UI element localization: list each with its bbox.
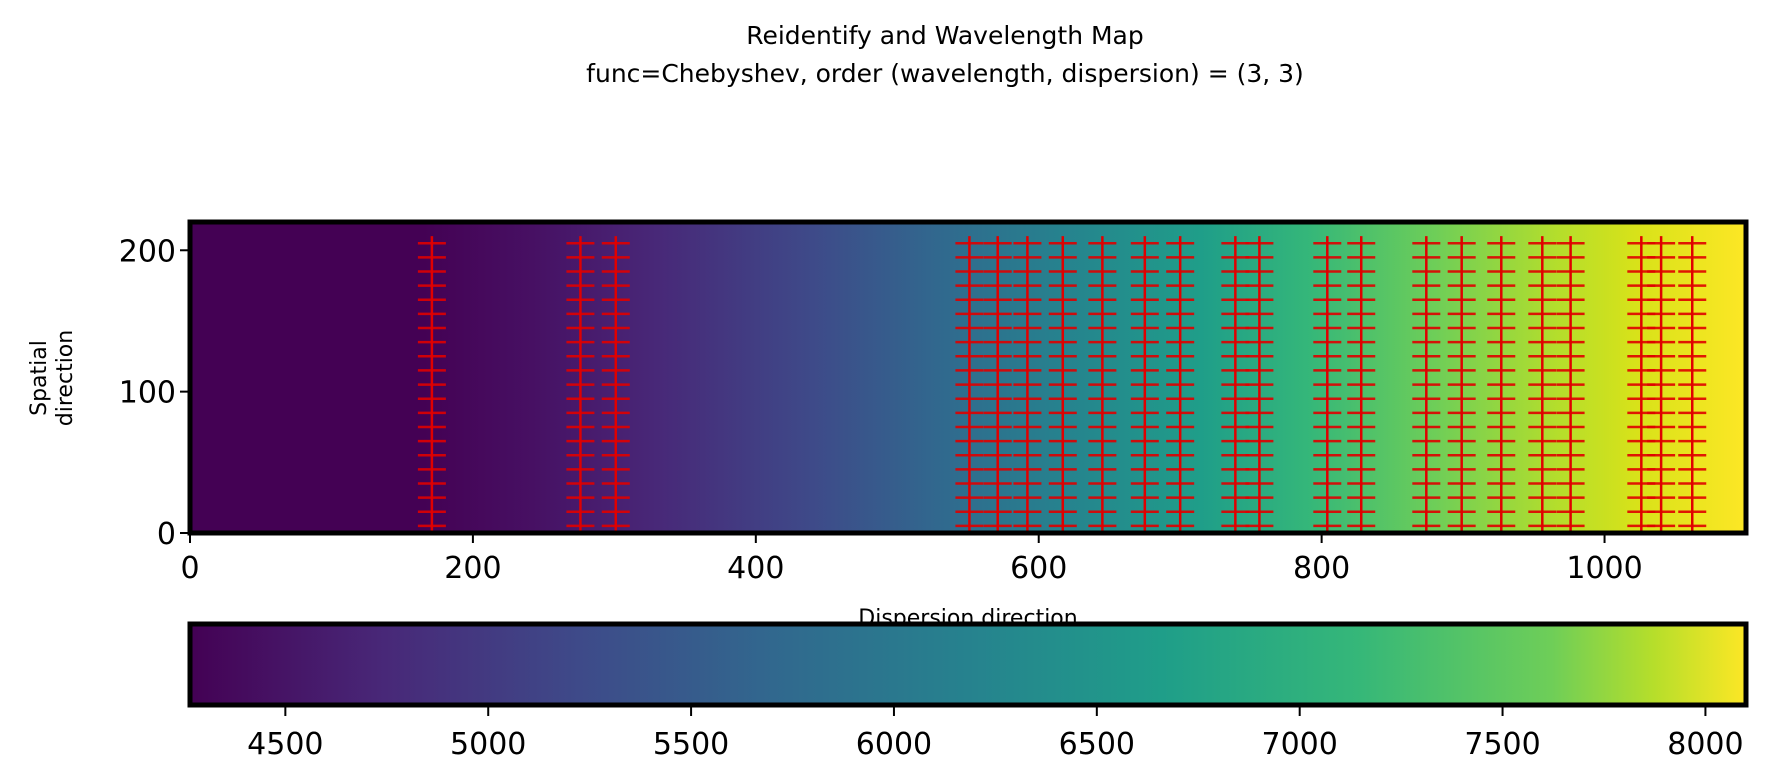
x-tick-label: 200: [444, 551, 501, 586]
x-tick-label: 1000: [1566, 551, 1642, 586]
y-axis: 0 100 200: [119, 234, 188, 552]
x-tick-label: 800: [1293, 551, 1350, 586]
colorbar-tick-label: 5500: [653, 727, 729, 762]
colorbar-axis: 4500 5000 5500 6000 6500 7000 7500 8000: [247, 707, 1744, 762]
colorbar: [187, 621, 1749, 708]
chart-subtitle: func=Chebyshev, order (wavelength, dispe…: [586, 59, 1304, 88]
y-tick-label: 200: [119, 234, 176, 269]
y-tick-label: 0: [157, 517, 176, 552]
colorbar-tick-label: 7500: [1464, 727, 1540, 762]
y-axis-label: Spatialdirection: [27, 330, 78, 426]
x-tick-label: 0: [180, 551, 199, 586]
x-tick-label: 600: [1010, 551, 1067, 586]
colorbar-tick-label: 6000: [856, 727, 932, 762]
x-axis: 0 200 400 600 800 1000: [180, 535, 1643, 586]
plot-frame: [187, 219, 1749, 536]
wavelength-map-image: [190, 222, 1746, 533]
colorbar-tick-label: 6500: [1059, 727, 1135, 762]
colorbar-tick-label: 8000: [1667, 727, 1743, 762]
y-tick-label: 100: [119, 376, 176, 411]
line-markers: [417, 236, 1707, 533]
colorbar-tick-label: 7000: [1262, 727, 1338, 762]
x-tick-label: 400: [727, 551, 784, 586]
chart-title: Reidentify and Wavelength Map: [746, 21, 1144, 50]
colorbar-tick-label: 4500: [247, 727, 323, 762]
colorbar-tick-label: 5000: [450, 727, 526, 762]
